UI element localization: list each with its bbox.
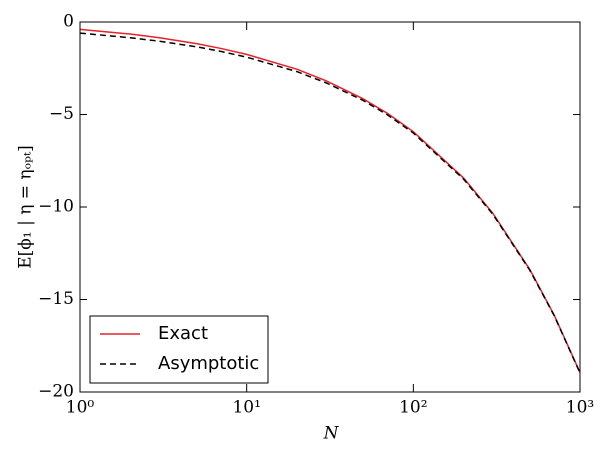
x-axis-label: N bbox=[323, 424, 340, 444]
y-tick-label: −20 bbox=[38, 382, 74, 402]
legend: Exact Asymptotic bbox=[89, 315, 269, 384]
y-tick-label: −10 bbox=[38, 197, 74, 217]
series-line bbox=[79, 32, 581, 374]
legend-label: Asymptotic bbox=[158, 353, 259, 374]
series-line bbox=[79, 28, 581, 373]
x-tick-label: 10³ bbox=[566, 398, 594, 418]
y-tick-label: −5 bbox=[49, 104, 74, 124]
plot-frame bbox=[79, 21, 581, 393]
y-axis-label: E[ϕ₁ | η = ηₒₚₜ] bbox=[16, 145, 36, 269]
y-tick-label: −15 bbox=[38, 289, 74, 309]
x-tick-label: 10² bbox=[399, 398, 427, 418]
legend-label: Exact bbox=[158, 323, 208, 344]
x-tick-label: 10¹ bbox=[232, 398, 260, 418]
y-tick-label: 0 bbox=[63, 12, 74, 32]
x-tick-label: 10⁰ bbox=[66, 398, 95, 418]
legend-box bbox=[89, 315, 269, 384]
